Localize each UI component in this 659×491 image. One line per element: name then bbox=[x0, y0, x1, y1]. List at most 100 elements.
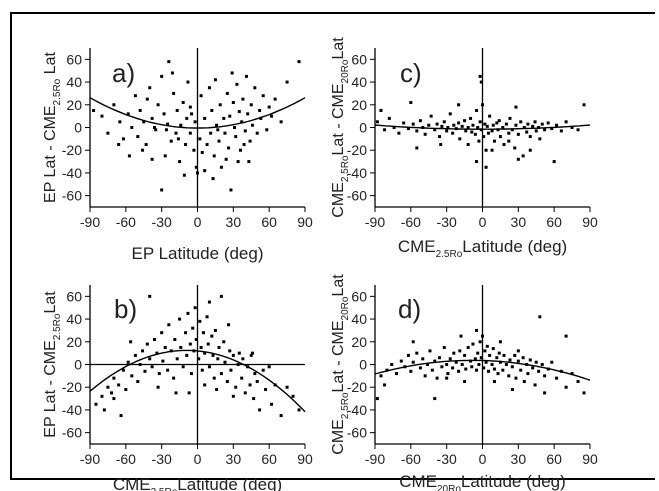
data-point bbox=[223, 131, 227, 135]
data-point bbox=[181, 365, 185, 369]
data-point bbox=[100, 114, 104, 118]
data-point bbox=[402, 121, 406, 125]
data-point bbox=[210, 334, 214, 338]
data-point bbox=[265, 128, 269, 132]
x-tick-label: -30 bbox=[152, 451, 172, 467]
data-point bbox=[201, 331, 205, 335]
data-point bbox=[156, 385, 160, 389]
data-point bbox=[184, 143, 188, 147]
data-point bbox=[498, 360, 502, 364]
x-axis-title: CME2.5RoLatitude (deg) bbox=[113, 475, 282, 491]
data-point bbox=[144, 143, 148, 147]
data-point bbox=[534, 360, 538, 364]
x-tick-label: 60 bbox=[261, 451, 277, 467]
data-point bbox=[167, 323, 171, 327]
data-point bbox=[481, 103, 484, 107]
data-point bbox=[482, 366, 486, 370]
data-point bbox=[173, 338, 177, 342]
data-point bbox=[514, 123, 518, 127]
data-point bbox=[148, 86, 152, 90]
data-point bbox=[531, 124, 535, 128]
data-point bbox=[550, 127, 554, 131]
data-point bbox=[193, 306, 197, 310]
data-point bbox=[203, 383, 207, 387]
data-point bbox=[543, 391, 547, 395]
data-point bbox=[397, 131, 401, 135]
data-point bbox=[433, 397, 437, 401]
data-point bbox=[392, 126, 396, 129]
data-point bbox=[136, 135, 140, 139]
data-point bbox=[285, 80, 289, 84]
y-tick-label: 40 bbox=[66, 311, 82, 327]
y-tick-label: 0 bbox=[359, 120, 367, 136]
data-point bbox=[466, 126, 470, 129]
y-axis-title: EP Lat - CME2.5Ro Lat bbox=[42, 52, 63, 203]
data-point bbox=[538, 137, 542, 141]
data-point bbox=[160, 74, 164, 78]
data-point bbox=[169, 139, 173, 143]
data-point bbox=[475, 368, 479, 372]
data-point bbox=[94, 402, 98, 406]
fit-curve bbox=[89, 97, 306, 129]
data-point bbox=[285, 385, 289, 389]
data-point bbox=[383, 128, 387, 132]
data-point bbox=[199, 345, 203, 349]
x-tick-label: -60 bbox=[116, 451, 136, 467]
data-point bbox=[133, 353, 137, 357]
data-point bbox=[492, 367, 496, 371]
data-point bbox=[155, 351, 159, 355]
x-tick-label: -30 bbox=[152, 214, 172, 230]
data-point bbox=[522, 380, 526, 384]
data-point bbox=[528, 148, 532, 152]
data-point bbox=[415, 146, 419, 150]
data-point bbox=[297, 408, 301, 412]
data-point bbox=[550, 360, 554, 364]
data-point bbox=[216, 357, 220, 361]
data-point bbox=[438, 135, 441, 139]
x-tick-label: -30 bbox=[437, 451, 457, 467]
data-point bbox=[497, 351, 501, 355]
data-point bbox=[458, 137, 462, 141]
data-point bbox=[470, 130, 474, 134]
y-tick-label: -60 bbox=[62, 188, 82, 204]
data-point bbox=[452, 123, 456, 127]
data-point bbox=[457, 103, 461, 107]
data-point bbox=[196, 171, 199, 175]
data-point bbox=[476, 126, 480, 129]
data-point bbox=[264, 387, 268, 391]
data-point bbox=[526, 372, 530, 376]
panel-label: a) bbox=[112, 58, 135, 88]
data-point bbox=[514, 105, 518, 109]
data-point bbox=[141, 148, 145, 152]
data-point bbox=[498, 340, 502, 344]
y-tick-label: 0 bbox=[359, 357, 367, 373]
data-point bbox=[222, 340, 226, 344]
data-point bbox=[172, 91, 176, 95]
data-point bbox=[211, 177, 215, 181]
data-point bbox=[100, 394, 104, 398]
data-point bbox=[466, 143, 470, 147]
data-point bbox=[555, 376, 559, 380]
data-point bbox=[255, 380, 259, 384]
y-tick-label: 60 bbox=[66, 288, 82, 304]
data-point bbox=[385, 368, 389, 372]
data-point bbox=[261, 368, 265, 372]
data-point bbox=[148, 294, 152, 298]
data-point bbox=[406, 353, 410, 357]
data-point bbox=[418, 366, 422, 370]
data-point bbox=[433, 359, 437, 363]
panel-label: c) bbox=[400, 58, 422, 88]
data-point bbox=[228, 349, 232, 353]
data-point bbox=[438, 356, 441, 360]
panel-label: d) bbox=[398, 294, 421, 324]
data-point bbox=[112, 376, 116, 380]
data-point bbox=[442, 345, 446, 349]
data-point bbox=[466, 345, 470, 349]
data-point bbox=[153, 126, 156, 129]
data-point bbox=[253, 372, 257, 376]
x-tick-label: 30 bbox=[226, 214, 242, 230]
data-point bbox=[141, 349, 145, 353]
panel-b: -90 -60 -30 0 30 60 90 60 40 20 0 -20 -40 -60 b) CME2.5… bbox=[42, 285, 313, 491]
data-point bbox=[213, 78, 217, 82]
data-point bbox=[150, 365, 154, 369]
